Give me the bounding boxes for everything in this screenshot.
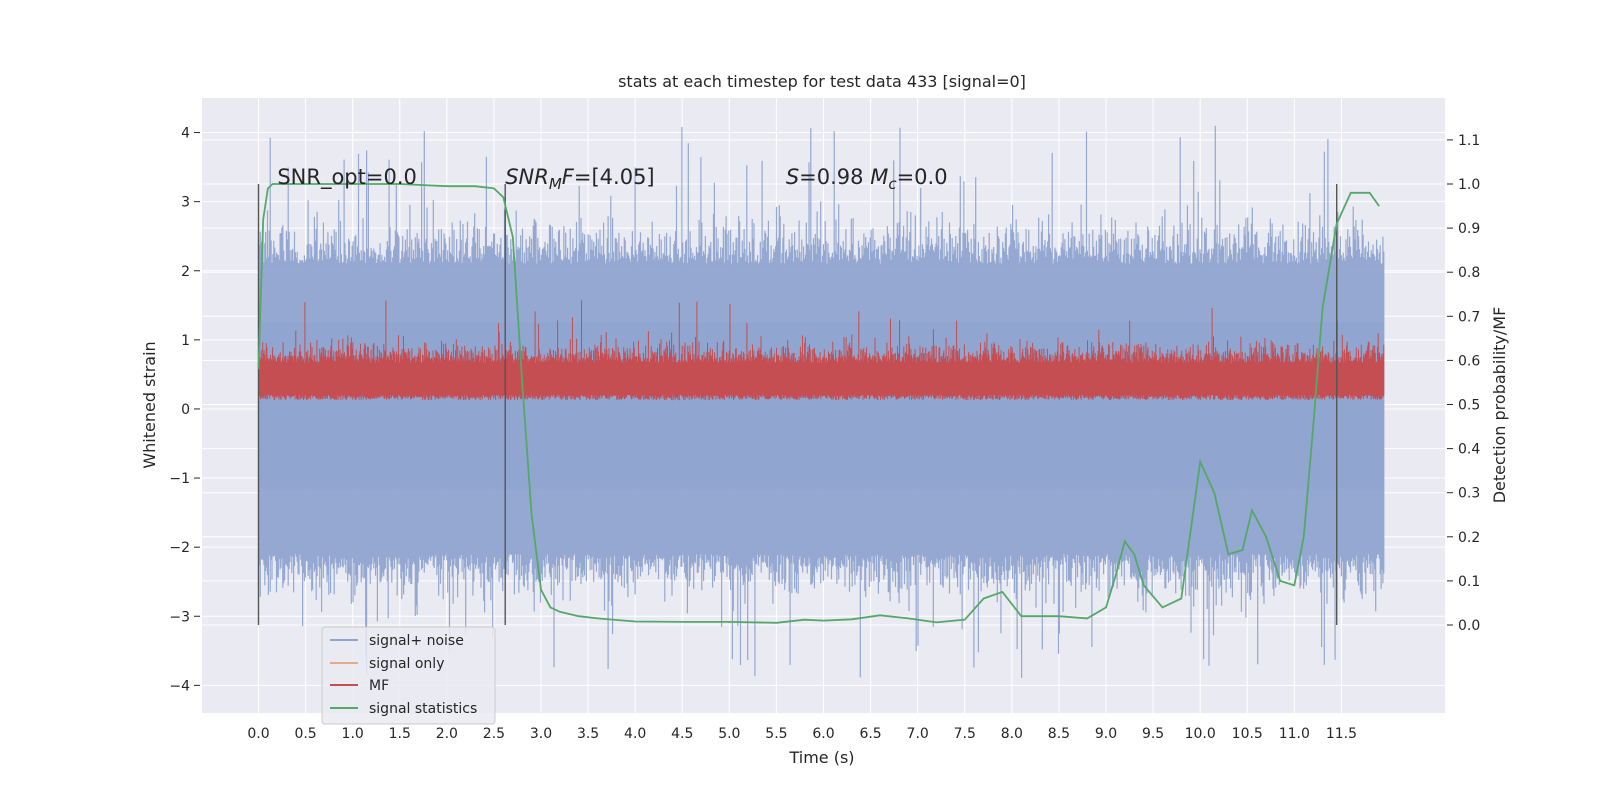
y2-tick-label: 0.9 [1458, 221, 1480, 237]
y-axis-label: Whitened strain [140, 341, 159, 468]
y2-tick-label: 0.4 [1458, 442, 1480, 458]
annotation-s-mc: S=0.98 Mc=0.0 [786, 165, 948, 193]
x-tick-label: 7.0 [907, 726, 929, 742]
x-tick-label: 8.5 [1048, 726, 1070, 742]
y-axis-ticks: 4 3 2 1 0 −1 −2 −3 −4 [169, 126, 200, 694]
y-tick-label: 4 [181, 126, 190, 142]
y-tick-label: −1 [169, 471, 190, 487]
y-tick-label: −2 [169, 540, 190, 556]
y2-tick-label: 0.1 [1458, 574, 1480, 590]
x-tick-label: 0.5 [294, 726, 316, 742]
y2-tick-label: 1.0 [1458, 177, 1480, 193]
legend-label-mf: MF [369, 678, 389, 694]
y2-tick-label: 1.1 [1458, 133, 1480, 149]
x-tick-label: 4.5 [671, 726, 693, 742]
x-tick-label: 8.0 [1001, 726, 1023, 742]
y2-axis-label: Detection probability/MF [1490, 307, 1509, 504]
x-tick-label: 9.5 [1142, 726, 1164, 742]
legend: signal+ noise signal only MF signal stat… [321, 626, 496, 725]
legend-box [321, 626, 496, 725]
y-tick-label: −3 [169, 609, 190, 625]
chart-title: stats at each timestep for test data 433… [618, 72, 1026, 91]
legend-label-signal-statistics: signal statistics [369, 701, 477, 717]
x-tick-label: 2.5 [483, 726, 505, 742]
x-tick-label: 5.5 [765, 726, 787, 742]
y2-tick-label: 0.6 [1458, 353, 1480, 369]
signal-statistics-series [257, 183, 1380, 624]
x-tick-label: 11.5 [1326, 726, 1357, 742]
y-tick-label: 0 [181, 402, 190, 418]
y-tick-label: 1 [181, 333, 190, 349]
y-tick-label: 3 [181, 195, 190, 211]
y-tick-label: 2 [181, 264, 190, 280]
x-tick-label: 5.0 [718, 726, 740, 742]
legend-label-signal-noise: signal+ noise [369, 633, 464, 649]
y2-tick-label: 0.2 [1458, 530, 1480, 546]
x-tick-label: 2.0 [436, 726, 458, 742]
annotations: SNR_opt=0.0 SNRMF=[4.05] S=0.98 Mc=0.0 [277, 165, 947, 193]
x-tick-label: 1.0 [342, 726, 364, 742]
x-tick-label: 4.0 [624, 726, 646, 742]
x-tick-label: 3.5 [577, 726, 599, 742]
x-axis-label: Time (s) [788, 748, 854, 767]
x-tick-label: 3.0 [530, 726, 552, 742]
x-tick-label: 6.5 [859, 726, 881, 742]
x-tick-label: 6.0 [812, 726, 834, 742]
y2-tick-label: 0.7 [1458, 309, 1480, 325]
x-tick-label: 7.5 [954, 726, 976, 742]
x-tick-label: 11.0 [1279, 726, 1310, 742]
annotation-snr-opt: SNR_opt=0.0 [277, 165, 417, 190]
signal-statistics-line [257, 183, 1380, 624]
x-tick-label: 0.0 [247, 726, 269, 742]
y2-tick-label: 0.8 [1458, 265, 1480, 281]
vertical-markers [257, 184, 1338, 625]
y2-tick-label: 0.0 [1458, 618, 1480, 634]
y-tick-label: −4 [169, 678, 190, 694]
x-tick-label: 9.0 [1095, 726, 1117, 742]
y2-axis-ticks: 1.1 1.0 0.9 0.8 0.7 0.6 0.5 0.4 0.3 0.2 0.1 0.0 [1447, 133, 1480, 634]
x-axis-ticks: 0.0 0.5 1.0 1.5 2.0 2.5 3.0 3.5 4.0 4.5 5.0 5.5 6.0 6… [247, 726, 1357, 742]
x-tick-label: 10.5 [1232, 726, 1263, 742]
x-tick-label: 10.0 [1185, 726, 1216, 742]
annotation-snr-mf: SNRMF=[4.05] [505, 165, 654, 193]
y2-tick-label: 0.5 [1458, 398, 1480, 414]
legend-label-signal-only: signal only [369, 656, 444, 672]
y2-tick-label: 0.3 [1458, 486, 1480, 502]
x-tick-label: 1.5 [389, 726, 411, 742]
